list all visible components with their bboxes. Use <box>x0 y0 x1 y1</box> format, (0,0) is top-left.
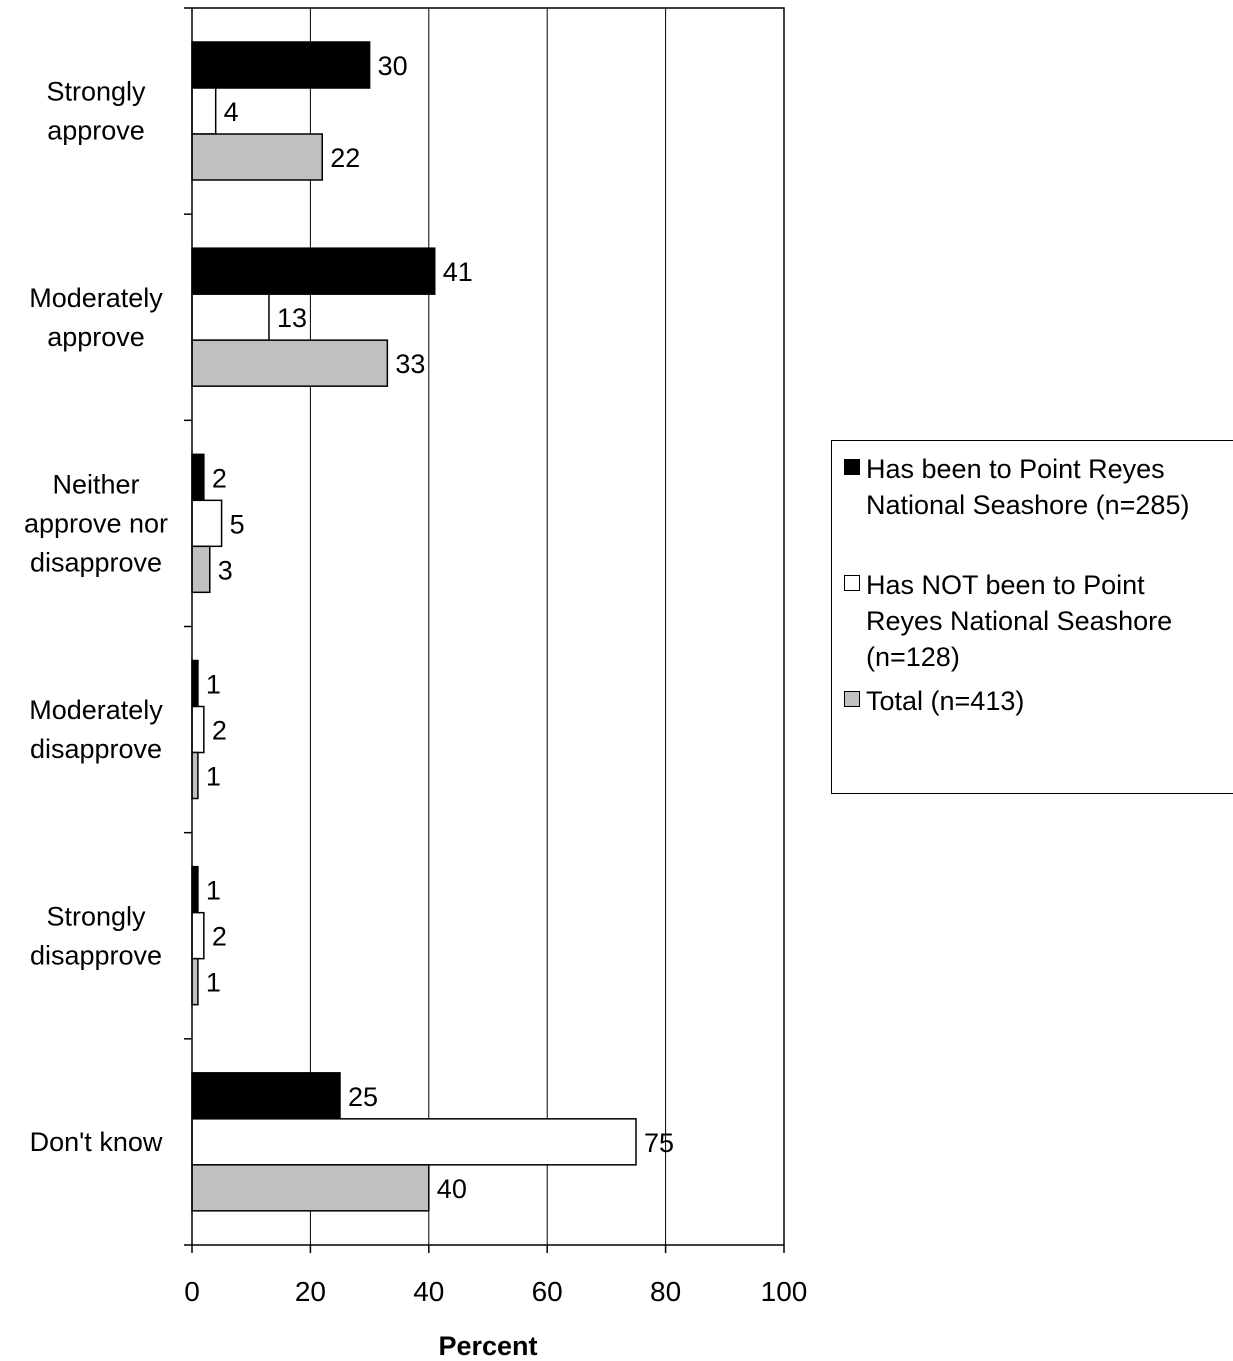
data-label: 33 <box>395 349 425 379</box>
category-label: Strongly approve <box>46 77 146 146</box>
data-label: 41 <box>443 257 473 287</box>
data-label: 22 <box>330 143 360 173</box>
data-label: 13 <box>277 303 307 333</box>
bar-series-1-cat-2 <box>191 499 223 548</box>
legend-item-not-visited: Has NOT been to Point Reyes National Sea… <box>844 567 1226 675</box>
legend-line: Has been to Point Reyes <box>866 454 1165 484</box>
category-label: Moderately approve <box>29 283 163 352</box>
category-label: Strongly disapprove <box>30 901 162 970</box>
x-tick-label: 20 <box>295 1276 326 1307</box>
bar-series-0-cat-2 <box>191 453 205 502</box>
bar-series-2-cat-4 <box>191 957 199 1006</box>
x-tick-label: 0 <box>184 1276 200 1307</box>
data-label: 5 <box>230 509 245 539</box>
x-axis-title: Percent <box>438 1331 537 1361</box>
bar-series-0-cat-4 <box>191 865 199 914</box>
bar-series-0-cat-0 <box>191 41 371 89</box>
legend-item-total: Total (n=413) <box>844 683 1226 719</box>
category-label: Moderately disapprove <box>29 695 163 764</box>
bar-series-1-cat-5 <box>191 1118 637 1166</box>
x-tick-label: 60 <box>532 1276 563 1307</box>
data-label: 1 <box>206 968 221 998</box>
category-label: Neither approve nor disapprove <box>24 469 168 577</box>
bar-series-0-cat-1 <box>191 247 436 295</box>
bar-series-2-cat-5 <box>191 1164 430 1212</box>
bar-series-2-cat-1 <box>191 339 389 387</box>
legend: Has been to Point Reyes National Seashor… <box>831 440 1233 794</box>
data-label: 3 <box>218 555 233 585</box>
data-label: 2 <box>212 716 227 746</box>
axes <box>184 7 785 1253</box>
x-tick-label: 100 <box>761 1276 808 1307</box>
data-label: 75 <box>644 1128 674 1158</box>
data-label: 40 <box>437 1174 467 1204</box>
legend-line: Reyes National Seashore <box>866 606 1173 636</box>
bar-series-1-cat-1 <box>191 293 270 341</box>
legend-label-total: Total (n=413) <box>866 683 1226 719</box>
legend-swatch-visited <box>844 459 860 475</box>
bar-series-0-cat-5 <box>191 1072 341 1120</box>
legend-item-visited: Has been to Point Reyes National Seashor… <box>844 451 1226 523</box>
data-label: 1 <box>206 762 221 792</box>
data-label: 1 <box>206 670 221 700</box>
legend-line: (n=128) <box>866 642 960 672</box>
x-tick-label: 80 <box>650 1276 681 1307</box>
legend-label-not-visited: Has NOT been to Point Reyes National Sea… <box>866 567 1226 675</box>
data-label: 25 <box>348 1082 378 1112</box>
bar-series-2-cat-2 <box>191 545 211 594</box>
legend-line: Has NOT been to Point <box>866 570 1145 600</box>
bar-series-2-cat-3 <box>191 751 199 800</box>
legend-swatch-not-visited <box>844 575 860 591</box>
x-tick-label: 40 <box>413 1276 444 1307</box>
legend-line: Total (n=413) <box>866 686 1025 716</box>
grid-lines <box>309 8 785 1245</box>
bars <box>191 41 637 1212</box>
bar-series-1-cat-4 <box>191 911 205 960</box>
data-label: 2 <box>212 463 227 493</box>
plot-frame <box>191 7 785 1246</box>
data-label: 30 <box>378 51 408 81</box>
bar-series-0-cat-3 <box>191 659 199 708</box>
bar-series-2-cat-0 <box>191 133 323 181</box>
legend-swatch-total <box>844 691 860 707</box>
legend-line: National Seashore (n=285) <box>866 490 1190 520</box>
bar-series-1-cat-3 <box>191 705 205 754</box>
category-label: Don't know <box>30 1127 163 1157</box>
data-label: 2 <box>212 922 227 952</box>
data-label: 4 <box>224 97 239 127</box>
legend-label-visited: Has been to Point Reyes National Seashor… <box>866 451 1226 523</box>
data-label: 1 <box>206 876 221 906</box>
bar-series-1-cat-0 <box>191 87 217 135</box>
